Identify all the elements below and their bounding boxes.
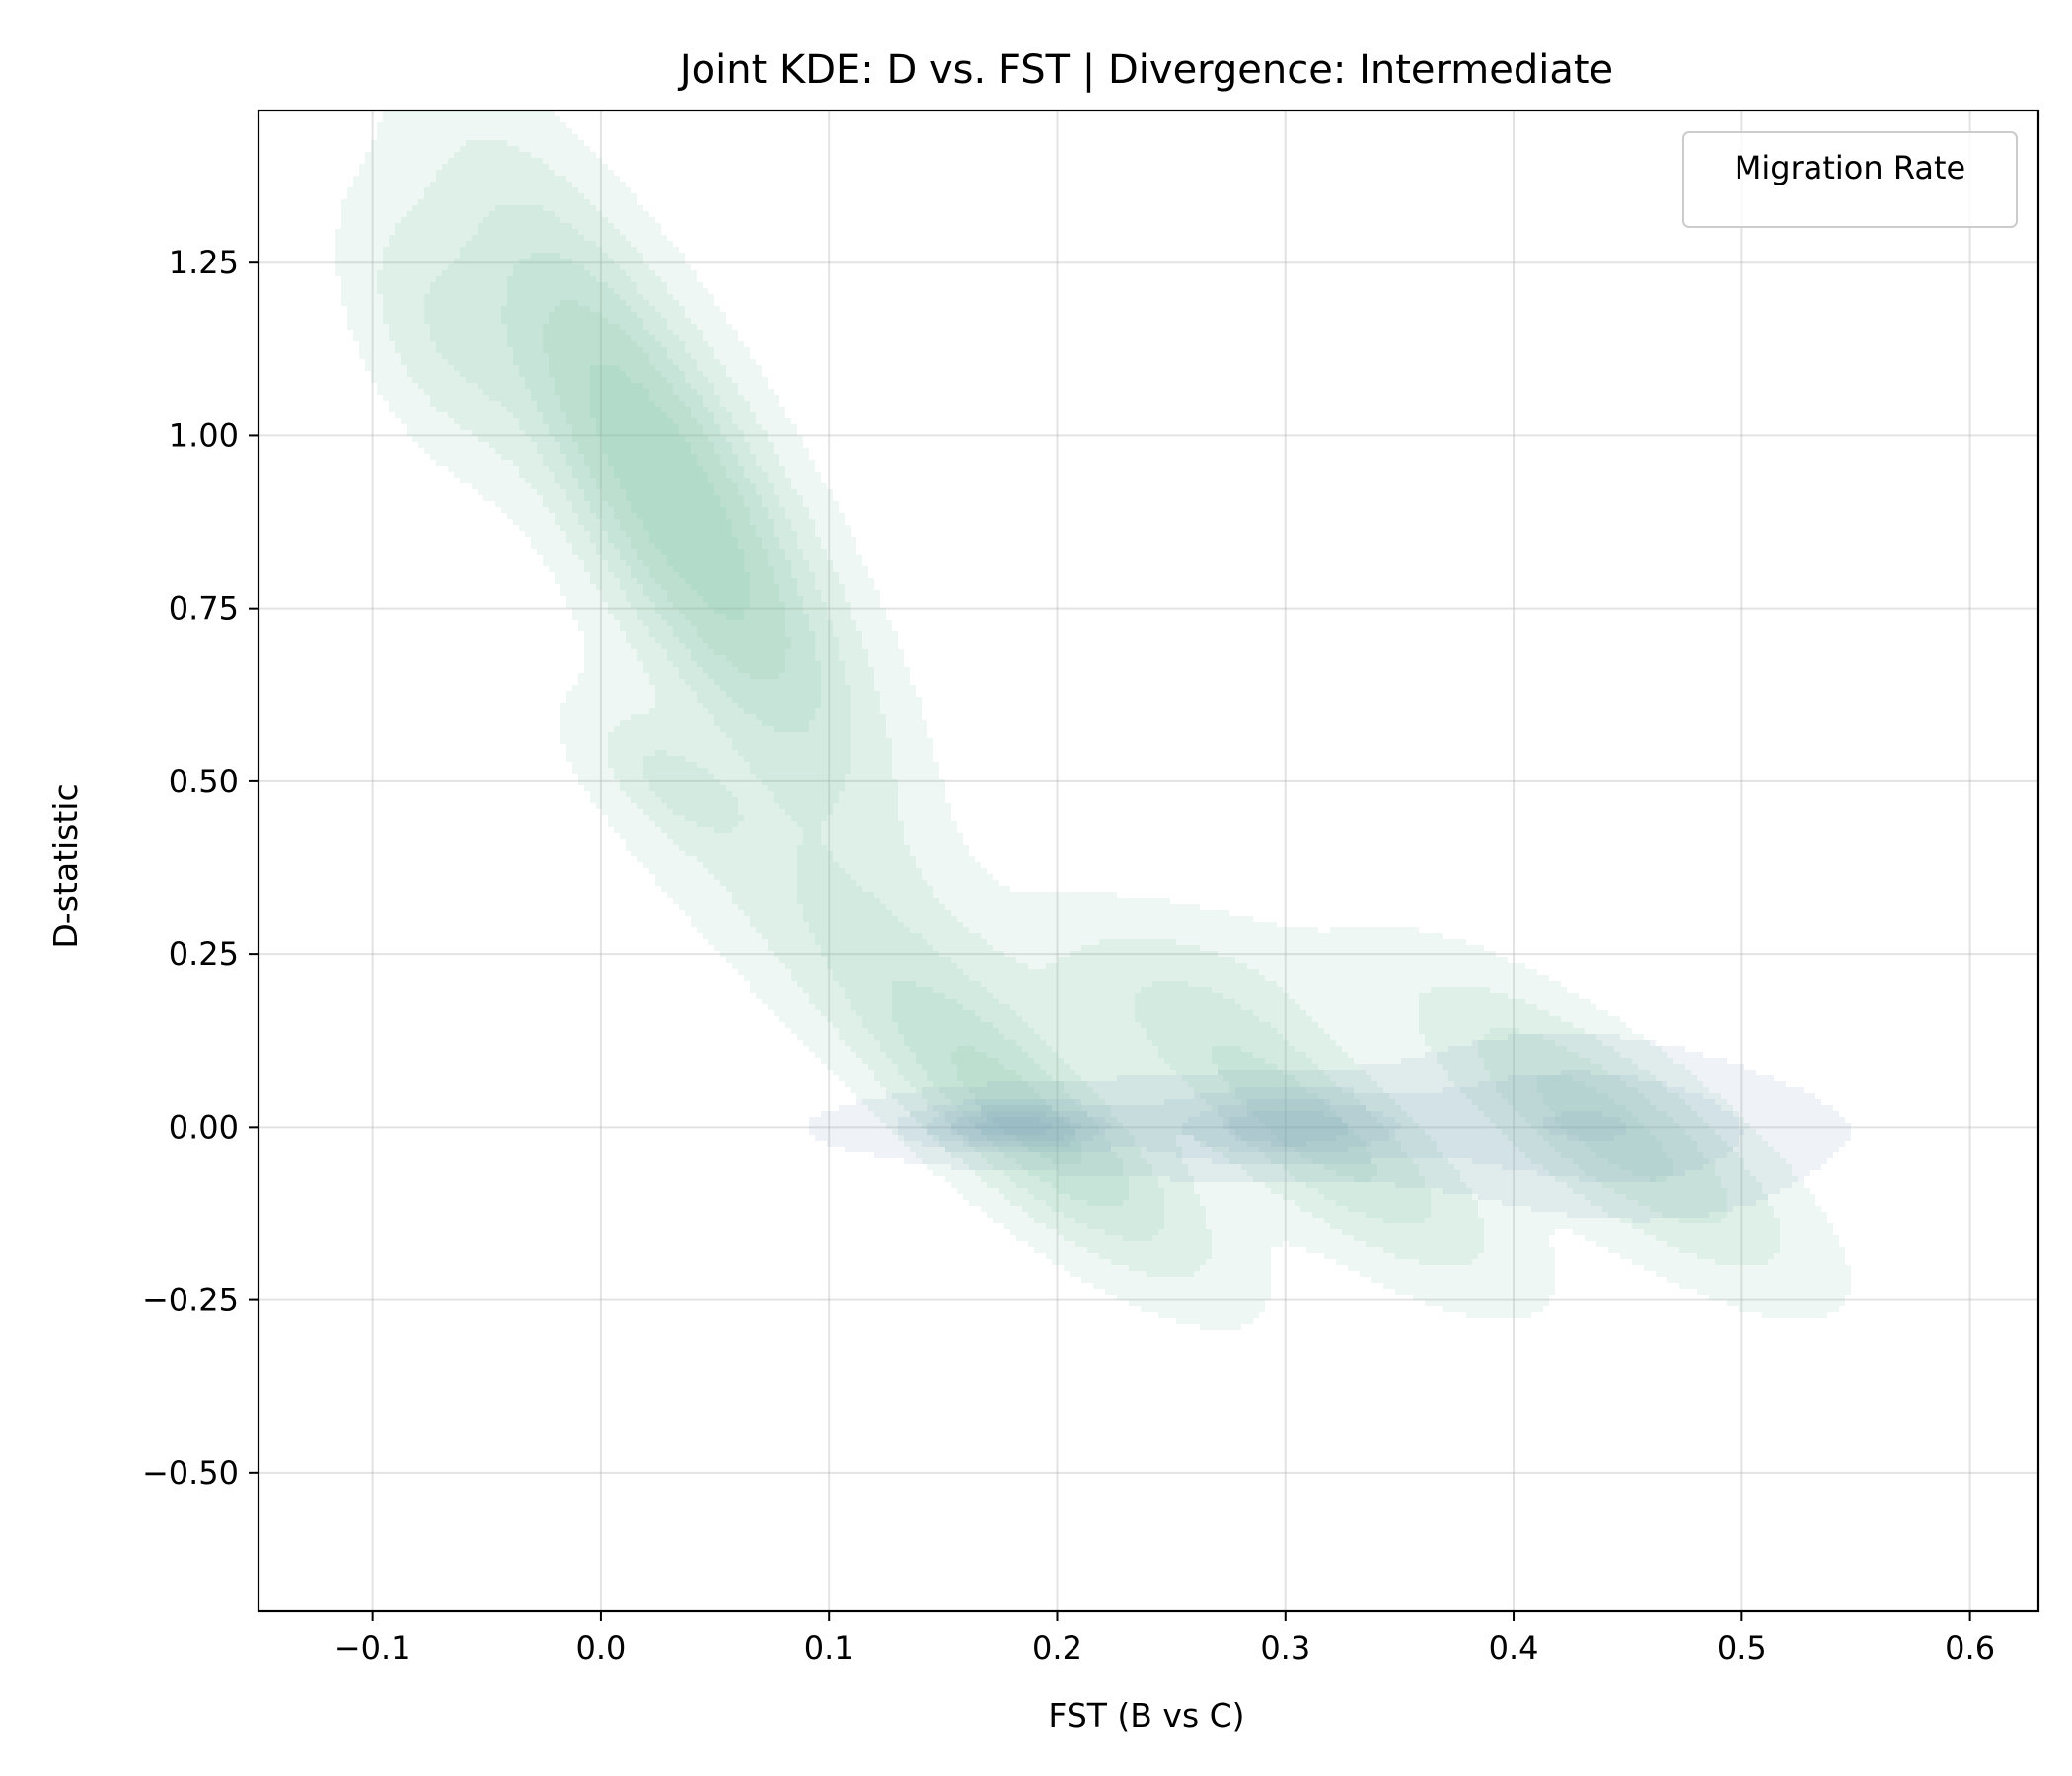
density-level-5	[590, 365, 750, 620]
density-level-3	[501, 253, 1673, 1206]
x-tick-label: 0.3	[1260, 1629, 1310, 1666]
x-tick-label: 0.4	[1489, 1629, 1539, 1666]
legend: Migration Rate	[1682, 131, 2018, 228]
x-tick-label: 0.6	[1945, 1629, 1995, 1666]
x-tick-label: 0.5	[1717, 1629, 1767, 1666]
x-axis-label: FST (B vs C)	[1048, 1696, 1244, 1735]
density-level-1	[898, 1070, 1744, 1182]
density-contours	[335, 111, 1851, 1330]
y-axis-label: D-statistic	[46, 783, 85, 948]
x-tick-label: 0.2	[1032, 1629, 1082, 1666]
density-level-0	[809, 1034, 1851, 1223]
y-tick-label: −0.50	[142, 1454, 239, 1492]
density-level-4	[543, 300, 1081, 1164]
y-tick-label: 0.50	[169, 763, 239, 800]
plot-frame	[257, 109, 2040, 1613]
legend-box	[1682, 131, 2018, 228]
y-tick-label: 1.00	[169, 416, 239, 454]
x-tick-label: 0.1	[804, 1629, 854, 1666]
density-series-0	[335, 111, 1851, 1330]
x-tick-label: −0.1	[334, 1629, 411, 1666]
chart-title: Joint KDE: D vs. FST | Divergence: Inter…	[677, 47, 1613, 93]
density-series-1	[809, 1034, 1851, 1223]
x-tick-label: 0.0	[575, 1629, 626, 1666]
density-level-1	[377, 140, 1780, 1277]
y-tick-label: 0.00	[169, 1108, 239, 1146]
density-level-2	[424, 205, 1727, 1241]
legend-title: Migration Rate	[1735, 149, 1965, 186]
density-level-3	[951, 1111, 1348, 1147]
axis-ticks: −0.1 0.0 0.1 0.2 0.3 0.4 0.5 0.6 −0.50 −0.25 0.00 0…	[142, 244, 1995, 1666]
density-level-4	[975, 1117, 1052, 1135]
y-tick-label: 0.75	[169, 590, 239, 628]
density-level-0	[335, 111, 1851, 1330]
grid	[259, 111, 2038, 1611]
density-level-2	[927, 1099, 1626, 1152]
y-tick-label: 0.25	[169, 935, 239, 973]
y-tick-label: −0.25	[142, 1282, 239, 1319]
y-tick-label: 1.25	[169, 244, 239, 281]
